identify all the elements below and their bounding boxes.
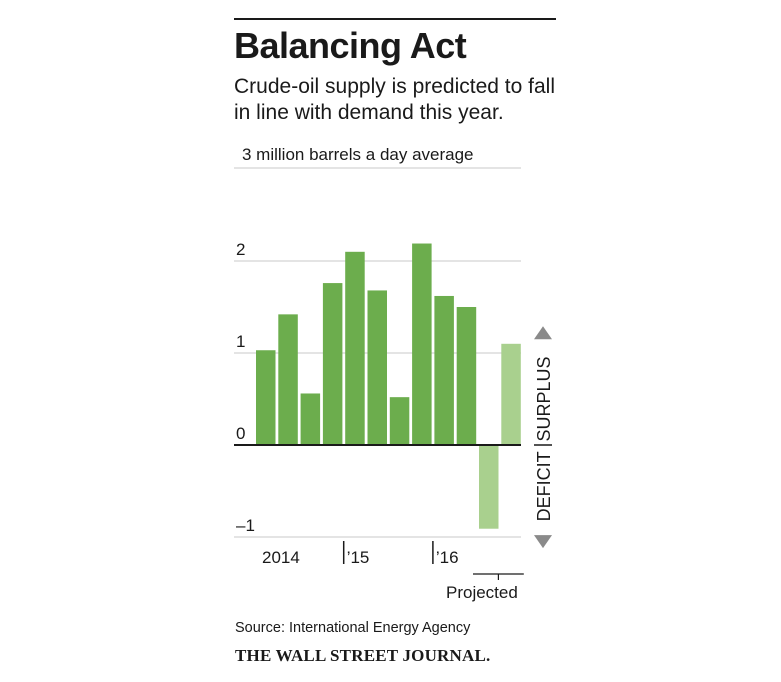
y-tick-label: 1 bbox=[236, 332, 245, 351]
chart-title: Balancing Act bbox=[234, 25, 467, 66]
bar bbox=[367, 290, 387, 445]
deficit-arrow bbox=[534, 535, 552, 549]
bar bbox=[278, 314, 298, 445]
x-tick-label: ’16 bbox=[436, 548, 459, 567]
y-tick-label: 0 bbox=[236, 424, 245, 443]
bar bbox=[389, 397, 410, 445]
bar bbox=[479, 445, 499, 529]
projected-label: Projected bbox=[446, 583, 518, 602]
bar bbox=[456, 307, 477, 445]
x-tick-label: 2014 bbox=[262, 548, 300, 567]
chart-frame bbox=[234, 18, 556, 169]
bar bbox=[256, 350, 276, 445]
chart-subtitle: Crude-oil supply is predicted to fall in… bbox=[234, 75, 555, 125]
unit-label: 3 million barrels a day average bbox=[242, 145, 474, 164]
x-tick-labels: 2014 ’15 ’16 Projected bbox=[262, 541, 524, 602]
surplus-arrow bbox=[534, 326, 552, 340]
y-tick-label: –1 bbox=[236, 516, 255, 535]
bar bbox=[501, 343, 521, 445]
y-tick-label: 2 bbox=[236, 240, 245, 259]
side-indicator: SURPLUS DEFICIT bbox=[534, 326, 554, 549]
bar bbox=[300, 393, 321, 445]
bar bbox=[434, 295, 454, 445]
source-note: Source: International Energy Agency bbox=[235, 620, 471, 636]
y-tick-labels: 2 1 0 –1 bbox=[236, 240, 255, 535]
deficit-label: DEFICIT bbox=[534, 451, 554, 521]
bar bbox=[412, 243, 432, 445]
bar bbox=[322, 283, 343, 445]
publisher-logo: THE WALL STREET JOURNAL. bbox=[235, 646, 491, 665]
surplus-label: SURPLUS bbox=[534, 356, 554, 441]
bars bbox=[256, 243, 521, 529]
x-tick-label: ’15 bbox=[347, 548, 370, 567]
bar bbox=[345, 251, 365, 445]
